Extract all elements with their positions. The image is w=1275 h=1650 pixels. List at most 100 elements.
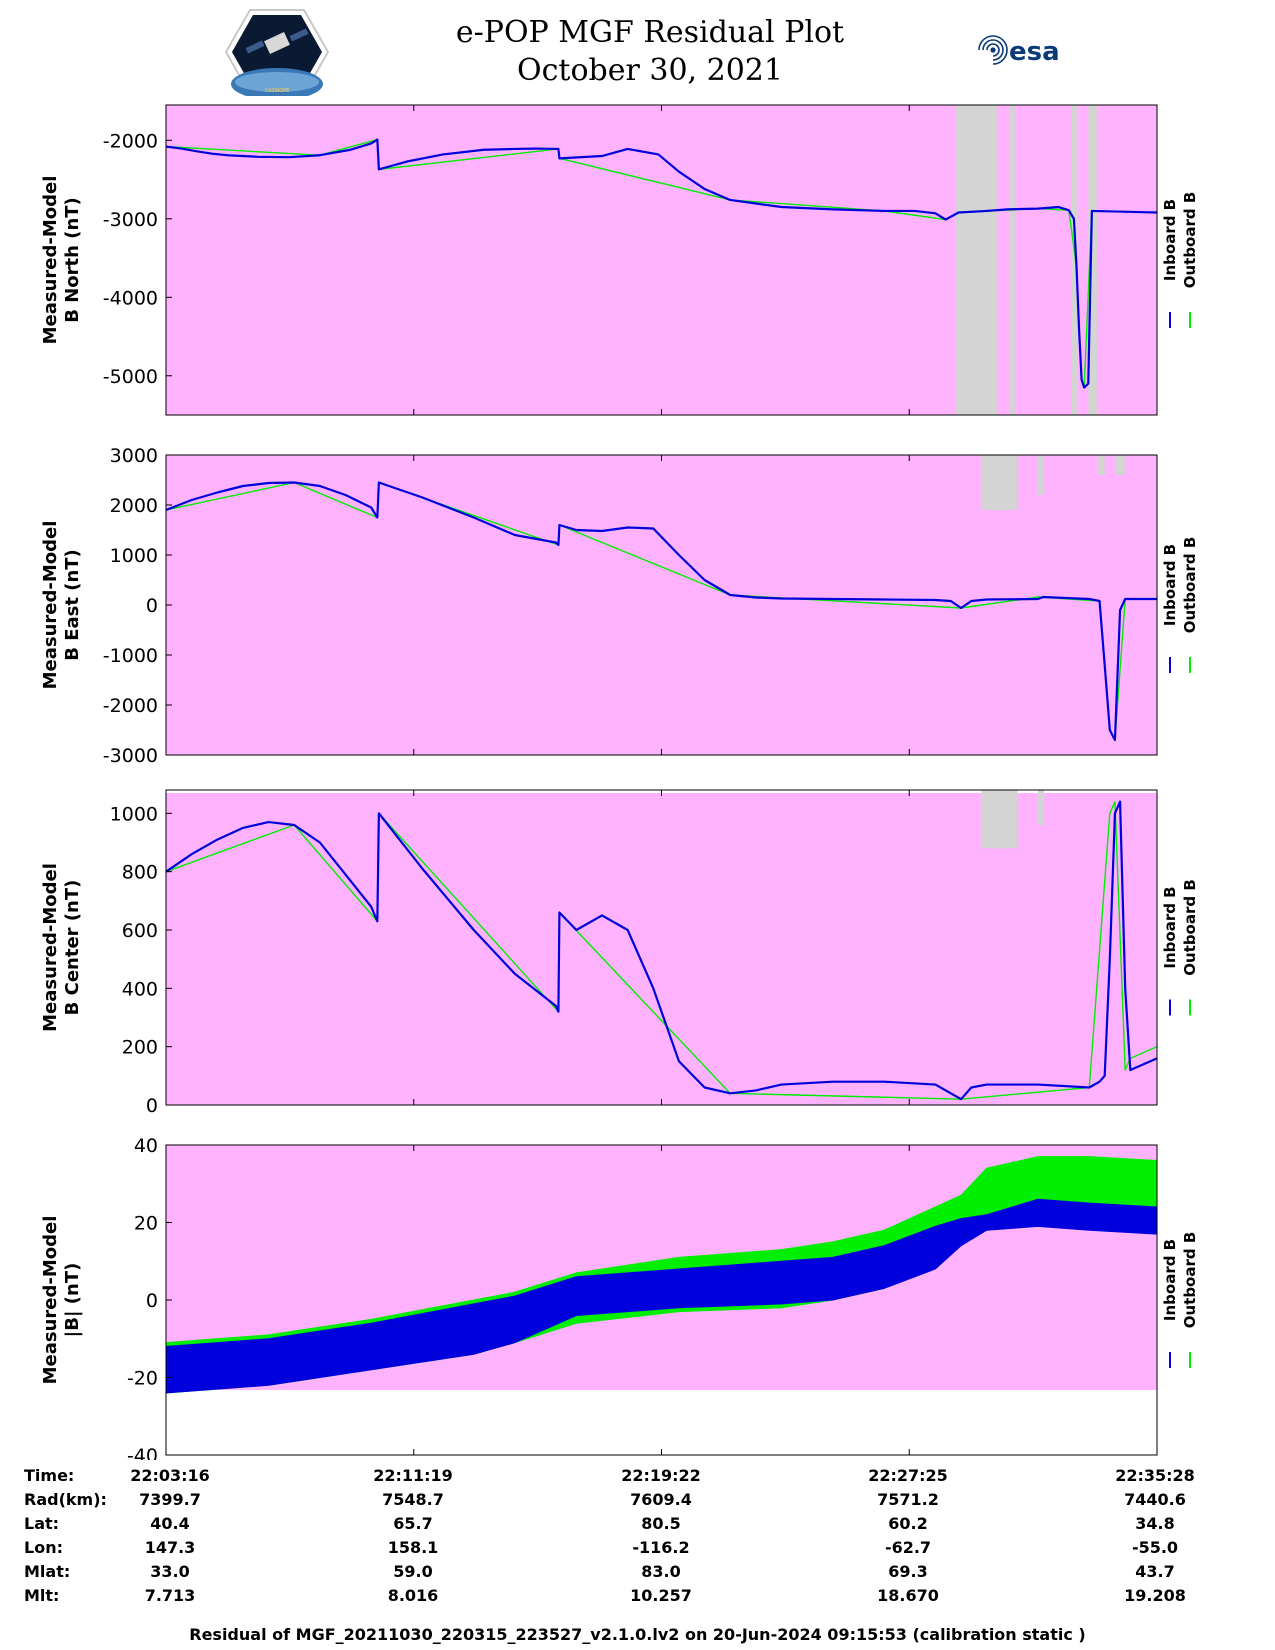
logo-text: CASSIOPE (265, 88, 290, 94)
legend-label: Outboard B (1181, 537, 1199, 634)
y-tick-label: -2000 (103, 695, 158, 717)
panel-3: 1000 800 600 400 200 0 Measured-ModelB Center … (40, 789, 1199, 1117)
plot-background (166, 105, 1157, 415)
y-axis-label: Measured-Model|B| (nT) (40, 1216, 83, 1385)
series-line-inboard (165, 481, 1157, 742)
y-tick-label: -4000 (103, 287, 158, 309)
info-cell: -55.0 (1131, 1538, 1179, 1557)
y-tick-label: 2000 (110, 495, 158, 517)
y-tick-label: -5000 (103, 366, 158, 388)
data-gap (981, 790, 1018, 849)
y-tick-label: 1000 (110, 803, 158, 825)
info-cell: 19.208 (1124, 1586, 1186, 1605)
y-tick-label: 600 (122, 920, 158, 942)
y-tick-label: -20 (127, 1368, 158, 1390)
info-row: Time: 22:03:16 22:11:19 22:19:22 22:27:25 22:… (0, 1466, 1275, 1490)
legend-label: Outboard B (1181, 879, 1199, 976)
info-cell: 22:27:25 (868, 1466, 948, 1485)
esa-wordmark: esa (1009, 37, 1060, 67)
info-cell: 80.5 (641, 1514, 681, 1533)
info-row: Mlat: 33.0 59.0 83.0 69.3 43.7 (0, 1562, 1275, 1586)
info-cell: 60.2 (888, 1514, 928, 1533)
info-cell: 59.0 (393, 1562, 433, 1581)
info-cell: 7440.6 (1124, 1490, 1186, 1509)
info-cell: 7571.2 (877, 1490, 939, 1509)
data-gap (1096, 455, 1105, 475)
y-tick-label: 400 (122, 978, 158, 1000)
info-cell: 22:35:28 (1115, 1466, 1195, 1485)
legend-label: Inboard B (1161, 544, 1179, 626)
info-row-label: Rad(km): (24, 1490, 107, 1509)
y-axis-label: Measured-ModelB North (nT) (40, 176, 83, 345)
info-row-label: Lat: (24, 1514, 60, 1533)
data-gap (1009, 105, 1015, 415)
info-cell: 65.7 (393, 1514, 433, 1533)
info-cell: 22:11:19 (373, 1466, 453, 1485)
y-axis-label: Measured-ModelB Center (nT) (40, 863, 83, 1032)
y-tick-label: 0 (146, 595, 158, 617)
y-tick-label: 1000 (110, 545, 158, 567)
legend-label: Inboard B (1161, 886, 1179, 968)
info-row: Mlt: 7.713 8.016 10.257 18.670 19.208 (0, 1586, 1275, 1610)
orbit-info-table: Time: 22:03:16 22:11:19 22:19:22 22:27:25 22:… (0, 1466, 1275, 1620)
series-line-inboard (165, 138, 1158, 389)
info-cell: 7.713 (144, 1586, 196, 1605)
series-line-inboard (165, 800, 1158, 1101)
y-tick-label: 40 (134, 1135, 158, 1157)
info-row-label: Mlt: (24, 1586, 60, 1605)
legend-label: Outboard B (1181, 1232, 1199, 1329)
y-tick-label: -2000 (103, 130, 158, 152)
info-cell: 22:03:16 (130, 1466, 210, 1485)
panel-2: 3000 2000 1000 0 -1000 -2000 -3000 Measured-Mod… (40, 445, 1199, 767)
panel-1: -2000 -3000 -4000 -5000 Measured-ModelB Nort… (40, 104, 1199, 416)
legend-label: Outboard B (1181, 192, 1199, 289)
y-tick-label: 0 (146, 1290, 158, 1312)
y-axis-label: Measured-ModelB East (nT) (40, 521, 83, 690)
plot-title: e-POP MGF Residual Plot October 30, 2021 (360, 14, 940, 90)
title-line-2: October 30, 2021 (517, 53, 783, 88)
info-row: Lat: 40.4 65.7 80.5 60.2 34.8 (0, 1514, 1275, 1538)
cassiope-logo: CASSIOPE (224, 9, 330, 96)
info-cell: 7399.7 (139, 1490, 201, 1509)
info-row-label: Lon: (24, 1538, 63, 1557)
data-gap (1114, 455, 1126, 475)
y-tick-label: -3000 (103, 209, 158, 231)
info-row: Rad(km): 7399.7 7548.7 7609.4 7571.2 7440.6 (0, 1490, 1275, 1514)
info-cell: 33.0 (150, 1562, 190, 1581)
legend-label: Inboard B (1161, 199, 1179, 281)
info-cell: 83.0 (641, 1562, 681, 1581)
y-tick-label: 800 (122, 862, 158, 884)
info-cell: 147.3 (144, 1538, 196, 1557)
y-tick-label: -1000 (103, 645, 158, 667)
data-gap (955, 105, 997, 415)
info-cell: 40.4 (150, 1514, 190, 1533)
info-cell: 18.670 (877, 1586, 939, 1605)
data-gap (1037, 790, 1045, 825)
info-cell: 8.016 (387, 1586, 439, 1605)
y-tick-label: 200 (122, 1037, 158, 1059)
data-gap (1037, 455, 1045, 495)
info-cell: 7609.4 (630, 1490, 692, 1509)
y-tick-label: -3000 (103, 745, 158, 767)
info-cell: 34.8 (1135, 1514, 1175, 1533)
file-footer: Residual of MGF_20211030_220315_223527_v… (189, 1625, 1086, 1644)
info-cell: -62.7 (884, 1538, 932, 1557)
info-row: Lon: 147.3 158.1 -116.2 -62.7 -55.0 (0, 1538, 1275, 1562)
data-gap (1088, 105, 1097, 415)
info-cell: 69.3 (888, 1562, 928, 1581)
data-gap (1071, 105, 1079, 415)
info-cell: -116.2 (632, 1538, 690, 1557)
y-tick-label: 3000 (110, 445, 158, 467)
info-cell: 43.7 (1135, 1562, 1175, 1581)
legend-label: Inboard B (1161, 1239, 1179, 1321)
data-gap (981, 455, 1018, 510)
info-cell: 158.1 (387, 1538, 439, 1557)
info-cell: 7548.7 (382, 1490, 444, 1509)
title-line-1: e-POP MGF Residual Plot (455, 15, 845, 50)
esa-logo: esa (978, 35, 1060, 67)
info-row-label: Mlat: (24, 1562, 71, 1581)
panel-4: 40 20 0 -20 -40 Measured-Model|B| (nT) Inboard… (40, 1135, 1199, 1460)
info-row-label: Time: (24, 1466, 75, 1485)
y-tick-label: -40 (127, 1445, 158, 1460)
